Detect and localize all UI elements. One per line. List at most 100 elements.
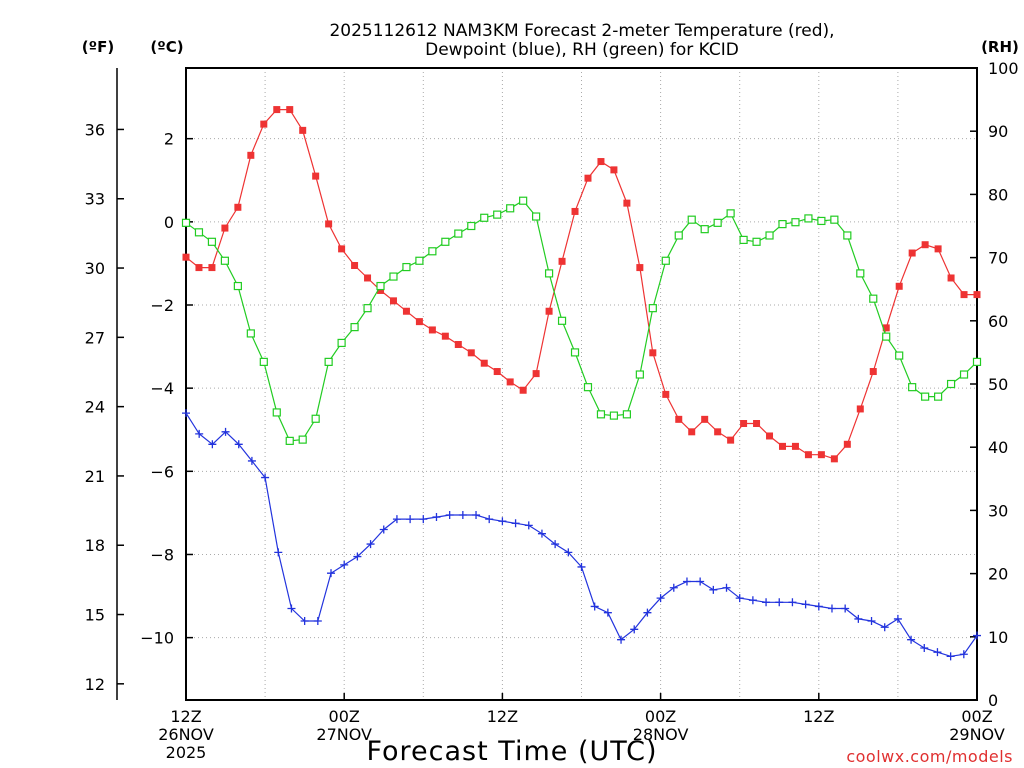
temperature-point: [195, 264, 203, 272]
fahrenheit-tick-label: 12: [85, 675, 105, 694]
rh-point: [946, 379, 956, 389]
rh-point: [506, 204, 515, 213]
dewpoint-point: [801, 600, 810, 609]
dewpoint-point: [445, 510, 454, 519]
celsius-tick-label: −8: [150, 545, 174, 564]
dewpoint-point: [485, 515, 494, 524]
temperature-point: [623, 199, 631, 207]
rh-point: [402, 262, 411, 272]
rh-point: [415, 256, 424, 265]
rh-point: [493, 210, 502, 219]
chart-axes: [116, 67, 978, 701]
temperature-point: [856, 405, 864, 413]
rh-point: [622, 410, 631, 419]
temperature-point: [441, 332, 449, 340]
rh-point: [713, 218, 722, 227]
fahrenheit-tick-label: 21: [85, 467, 105, 486]
dewpoint-point: [814, 602, 823, 611]
rh-point: [739, 235, 748, 245]
dewpoint-point: [577, 562, 586, 571]
temperature-point: [636, 264, 644, 272]
temperature-point: [727, 436, 735, 444]
rh-tick-label: 60: [988, 312, 1008, 331]
temperature-point: [415, 318, 423, 326]
rh-point: [583, 383, 593, 392]
rh-point: [376, 281, 385, 291]
celsius-tick-label: −4: [150, 379, 174, 398]
rh-point: [804, 214, 813, 223]
dewpoint-point: [392, 515, 401, 524]
rh-tick-label: 90: [988, 122, 1008, 141]
rh-point: [869, 294, 878, 303]
rh-point: [233, 281, 242, 291]
dewpoint-point: [472, 510, 481, 519]
temperature-point: [519, 386, 527, 394]
x-tick-label: 00Z: [329, 707, 360, 726]
temperature-point: [273, 106, 281, 114]
temperature-point: [934, 245, 942, 253]
dewpoint-point: [617, 635, 626, 644]
dewpoint-point: [933, 648, 942, 657]
temperature-point: [960, 291, 968, 299]
temperature-point: [843, 440, 851, 448]
dewpoint-point: [353, 552, 362, 561]
dewpoint-point: [287, 604, 296, 613]
temperature-point: [830, 455, 838, 463]
fahrenheit-tick-label: 33: [85, 190, 105, 209]
temperature-point: [973, 291, 981, 299]
fahrenheit-unit-label: (ºF): [82, 38, 114, 56]
temperature-point: [467, 349, 475, 357]
dewpoint-point: [775, 598, 784, 607]
temperature-point: [428, 326, 436, 334]
grid-lines: [186, 68, 977, 700]
x-tick-label: 12Z: [803, 707, 834, 726]
rh-point: [921, 392, 930, 401]
rh-tick-label: 100: [988, 59, 1019, 78]
rh-point: [908, 383, 917, 392]
rh-point: [298, 435, 307, 444]
source-credit: coolwx.com/models: [846, 747, 1013, 766]
temperature-point: [312, 172, 320, 180]
rh-point: [544, 269, 554, 278]
fahrenheit-tick-label: 15: [85, 606, 105, 625]
dewpoint-point: [247, 456, 256, 465]
temperature-point: [480, 359, 488, 367]
dewpoint-point: [696, 577, 705, 586]
temperature-point: [221, 224, 229, 232]
dewpoint-point: [748, 596, 757, 605]
temperature-point: [701, 415, 709, 423]
fahrenheit-tick-label: 18: [85, 536, 105, 555]
dewpoint-point: [973, 631, 981, 640]
rh-point: [882, 332, 891, 341]
rh-point: [220, 256, 230, 265]
rh-point: [817, 216, 826, 226]
temperature-point: [947, 274, 955, 282]
dewpoint-point: [551, 540, 560, 549]
dewpoint-point: [630, 625, 639, 634]
celsius-unit-label: (ºC): [150, 38, 183, 56]
temperature-point: [364, 274, 372, 282]
dewpoint-point: [458, 510, 467, 519]
rh-point: [389, 272, 398, 281]
rh-point: [454, 229, 463, 238]
x-axis-title: Forecast Time (UTC): [366, 736, 657, 767]
x-tick-label: 00Z: [645, 707, 676, 726]
dewpoint-point: [208, 440, 217, 449]
temperature-point: [532, 370, 540, 378]
temperature-point: [921, 241, 929, 249]
temperature-point: [882, 324, 890, 332]
temperature-point: [247, 151, 255, 159]
series-0: [182, 106, 981, 463]
chart-title-line2: Dewpoint (blue), RH (green) for KCID: [425, 40, 739, 60]
temperature-point: [804, 451, 812, 459]
temperature-point: [766, 432, 774, 440]
rh-point: [700, 225, 709, 234]
rh-tick-label: 30: [988, 501, 1008, 520]
rh-point: [570, 348, 580, 357]
rh-point: [181, 218, 191, 227]
rh-point: [428, 247, 437, 256]
dewpoint-point: [419, 515, 428, 524]
rh-point: [324, 357, 333, 366]
dewpoint-point: [432, 513, 441, 522]
celsius-tick-label: 2: [164, 130, 174, 149]
